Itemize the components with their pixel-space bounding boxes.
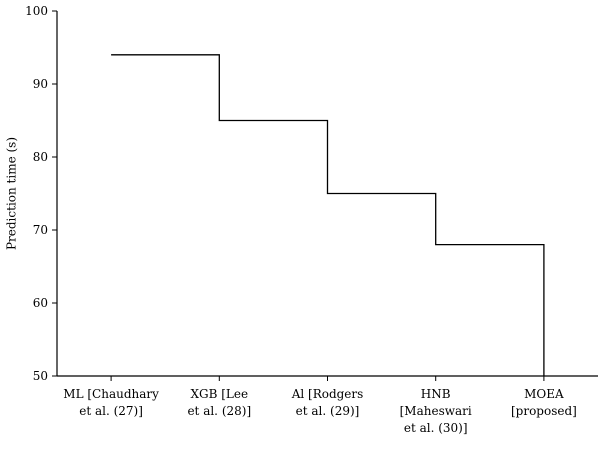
x-tick-label: HNB [Maheswari et al. (30)] bbox=[400, 387, 472, 435]
x-tick-label: ML [Chaudhary et al. (27)] bbox=[63, 387, 159, 418]
y-tick-label: 50 bbox=[33, 369, 48, 383]
x-tick-label-line: et al. (29)] bbox=[296, 404, 360, 418]
x-tick-label: Al [Rodgers et al. (29)] bbox=[291, 387, 364, 418]
x-tick-label-line: Al [Rodgers bbox=[291, 387, 364, 401]
y-tick-label: 80 bbox=[33, 150, 48, 164]
x-tick-label-line: [proposed] bbox=[511, 404, 577, 418]
y-tick-label: 100 bbox=[25, 4, 48, 18]
y-tick-label: 60 bbox=[33, 296, 48, 310]
x-tick-label-line: et al. (27)] bbox=[79, 404, 143, 418]
x-axis-ticks: ML [Chaudhary et al. (27)] XGB [Lee et al. … bbox=[63, 376, 577, 435]
x-tick-label-line: et al. (30)] bbox=[404, 421, 468, 435]
series-group bbox=[111, 54, 545, 376]
x-tick-label: XGB [Lee et al. (28)] bbox=[187, 387, 251, 418]
x-tick-label-line: [Maheswari bbox=[400, 404, 472, 418]
series-step-line bbox=[111, 54, 545, 376]
x-tick-label-line: ML [Chaudhary bbox=[63, 387, 159, 401]
y-axis-title: Prediction time (s) bbox=[5, 137, 19, 250]
x-tick-label: MOEA [proposed] bbox=[511, 387, 577, 418]
x-tick-label-line: et al. (28)] bbox=[187, 404, 251, 418]
x-tick-label-line: MOEA bbox=[524, 387, 564, 401]
y-axis-ticks: 50 60 70 80 90 100 bbox=[25, 4, 57, 383]
y-tick-label: 90 bbox=[33, 77, 48, 91]
y-tick-label: 70 bbox=[33, 223, 48, 237]
x-tick-label-line: XGB [Lee bbox=[190, 387, 248, 401]
x-tick-label-line: HNB bbox=[421, 387, 451, 401]
